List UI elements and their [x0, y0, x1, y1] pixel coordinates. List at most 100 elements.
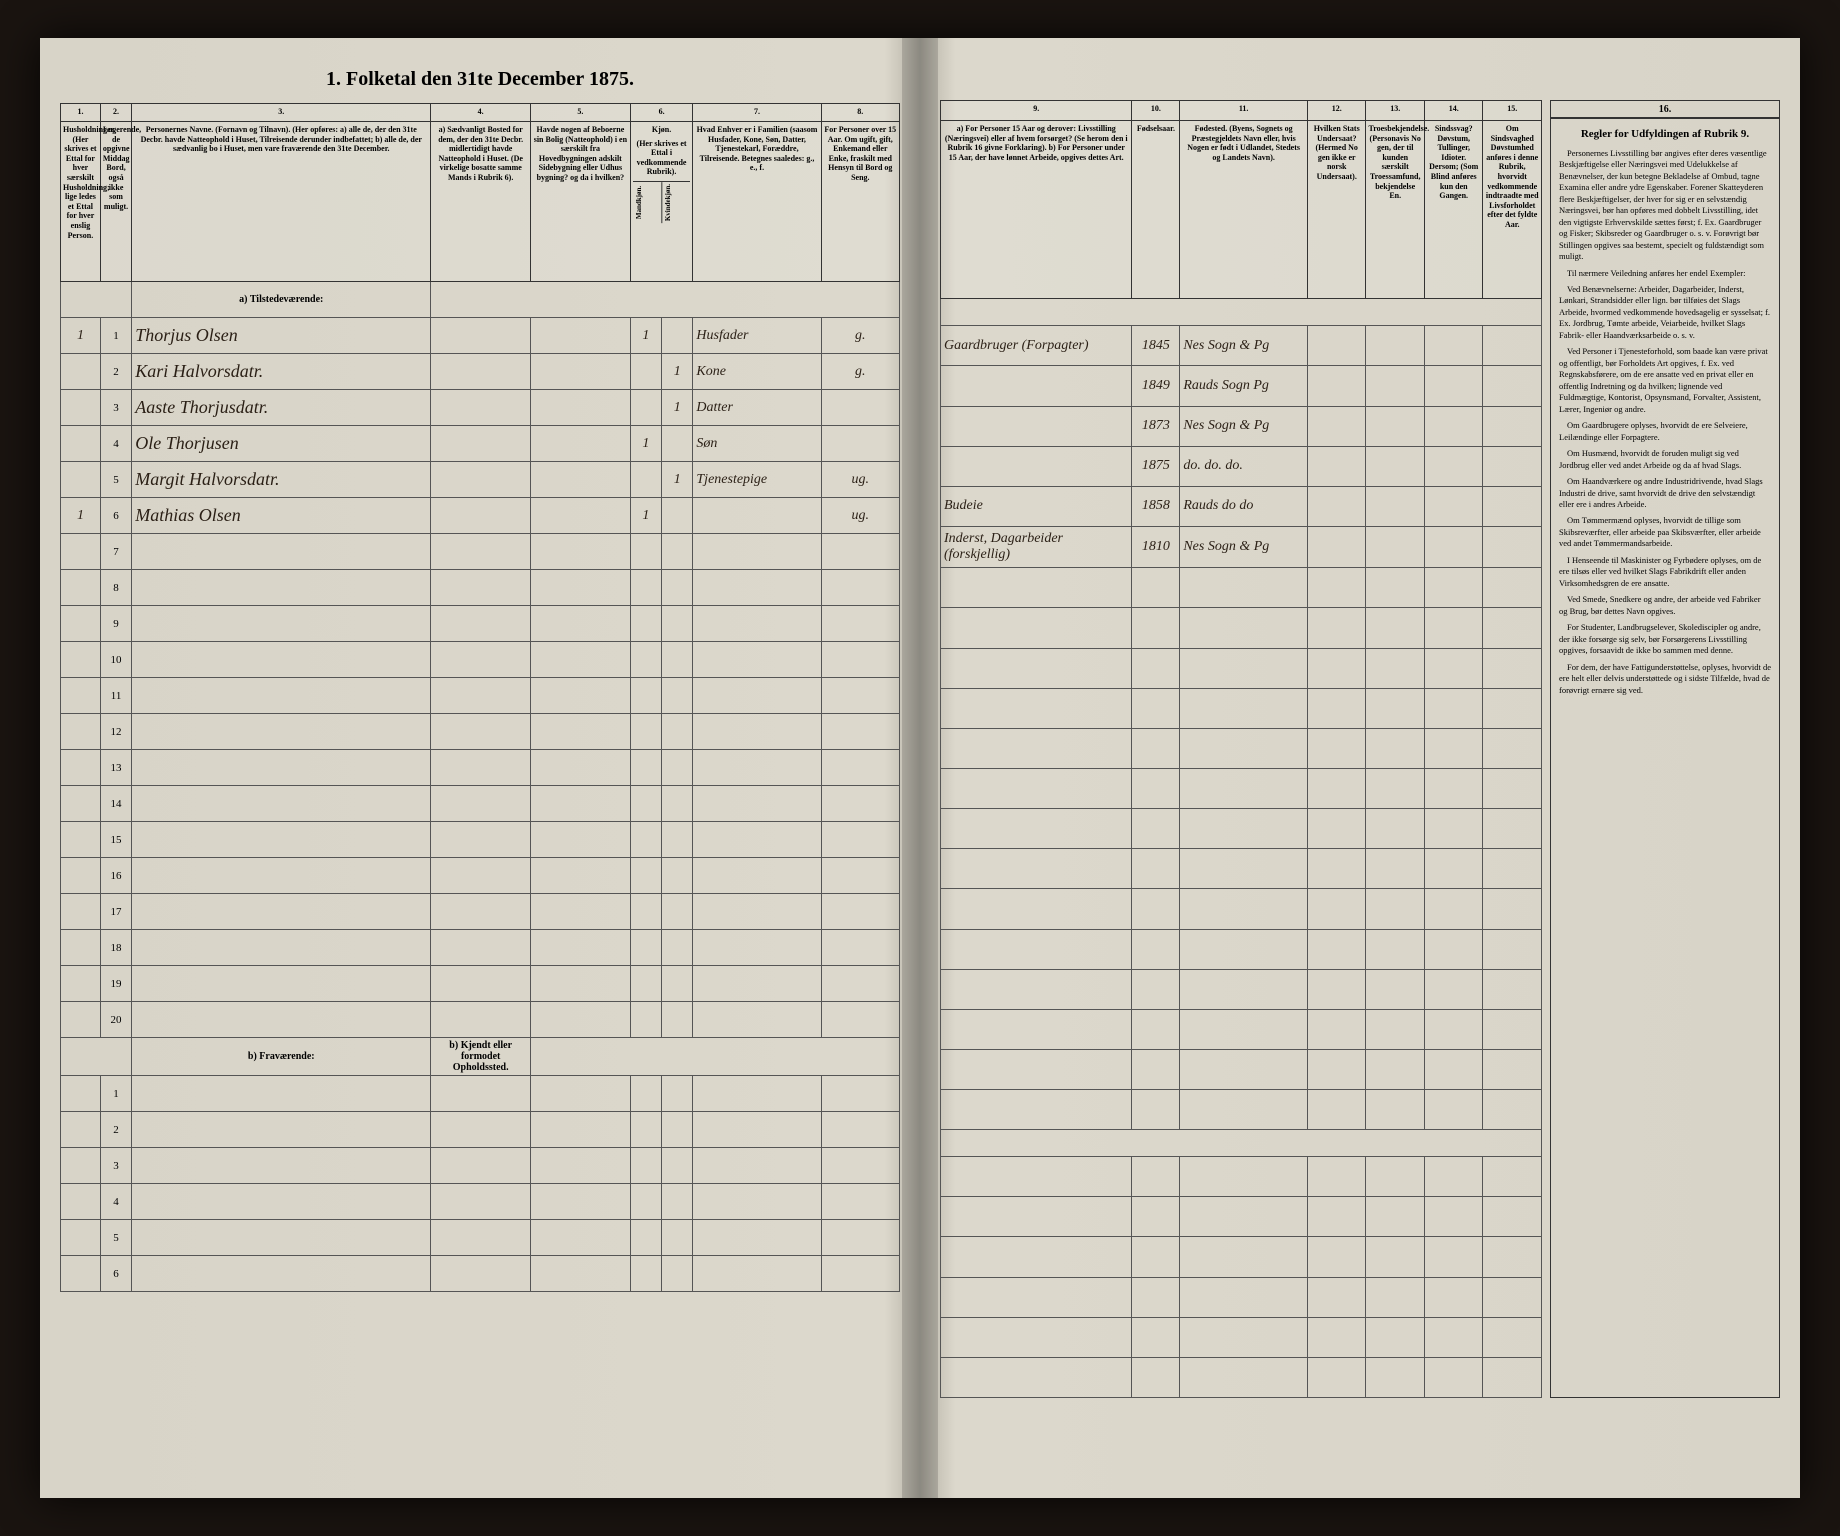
role-cell: Kone: [693, 354, 821, 390]
entry-row: 1849 Rauds Sogn Pg: [941, 366, 1542, 406]
rules-panel: Regler for Udfyldingen af Rubrik 9. Pers…: [1550, 118, 1780, 1398]
sex-m-cell: [630, 354, 661, 390]
header-13: Troesbekjendelse. (Personavis No gen, de…: [1366, 121, 1425, 299]
header-3: Personernes Navne. (Fornavn og Tilnavn).…: [132, 122, 431, 282]
entry-row: 3 Aaste Thorjusdatr. 1 Datter: [61, 390, 900, 426]
colnum-13: 13.: [1366, 101, 1425, 121]
rules-paragraph: Til nærmere Veiledning anføres her endel…: [1559, 268, 1771, 279]
colnum-14: 14.: [1424, 101, 1483, 121]
rules-paragraph: Om Haandværkere og andre Industridrivend…: [1559, 476, 1771, 510]
birthplace-cell: Nes Sogn & Pg: [1180, 326, 1308, 366]
birthplace-cell: Rauds Sogn Pg: [1180, 366, 1308, 406]
blank-row: 10: [61, 642, 900, 678]
entry-row: 2 Kari Halvorsdatr. 1 Kone g.: [61, 354, 900, 390]
blank-row: [941, 1090, 1542, 1130]
left-page: 1. Folketal den 31te December 1875. 1. 2…: [40, 38, 920, 1498]
birthplace-cell: Nes Sogn & Pg: [1180, 406, 1308, 446]
colnum-7: 7.: [693, 104, 821, 122]
colnum-8: 8.: [821, 104, 899, 122]
blank-row: [941, 969, 1542, 1009]
colnum-6: 6.: [630, 104, 693, 122]
col5-cell: [531, 498, 631, 534]
occupation-cell: [941, 446, 1132, 486]
entry-row: Inderst, Dagarbeider (forskjellig) 1810 …: [941, 526, 1542, 567]
header-4: a) Sædvanligt Bosted for dem, der den 31…: [431, 122, 531, 282]
sex-f-cell: 1: [662, 390, 693, 426]
col4-cell: [431, 426, 531, 462]
blank-row: 17: [61, 894, 900, 930]
blank-row: [941, 648, 1542, 688]
header-8: For Personer over 15 Aar. Om ugift, gift…: [821, 122, 899, 282]
colnum-10: 10.: [1132, 101, 1180, 121]
entry-row: Gaardbruger (Forpagter) 1845 Nes Sogn & …: [941, 326, 1542, 366]
rules-column: 16. Regler for Udfyldingen af Rubrik 9. …: [1550, 100, 1780, 1398]
header-9: a) For Personer 15 Aar og derover: Livss…: [941, 121, 1132, 299]
hh-cell: 1: [61, 318, 101, 354]
entry-row: Budeie 1858 Rauds do do: [941, 486, 1542, 526]
year-cell: 1873: [1132, 406, 1180, 446]
marital-cell: g.: [821, 354, 899, 390]
header-12: Hvilken Stats Undersaat? (Hermed No gen …: [1307, 121, 1366, 299]
sex-m-cell: 1: [630, 318, 661, 354]
blank-row: [941, 1277, 1542, 1317]
occupation-cell: Gaardbruger (Forpagter): [941, 326, 1132, 366]
entry-row: 5 Margit Halvorsdatr. 1 Tjenestepige ug.: [61, 462, 900, 498]
name-cell: Ole Thorjusen: [132, 426, 431, 462]
entry-row: 4 Ole Thorjusen 1 Søn: [61, 426, 900, 462]
blank-row: [941, 1009, 1542, 1049]
blank-row: 15: [61, 822, 900, 858]
rules-paragraph: Om Gaardbrugere oplyses, hvorvidt de ere…: [1559, 420, 1771, 443]
blank-row: 7: [61, 534, 900, 570]
entry-row: 1 1 Thorjus Olsen 1 Husfader g.: [61, 318, 900, 354]
blank-row: 5: [61, 1220, 900, 1256]
col5-cell: [531, 318, 631, 354]
hh-cell: [61, 462, 101, 498]
hh-cell: 1: [61, 498, 101, 534]
role-cell: Tjenestepige: [693, 462, 821, 498]
blank-row: [941, 728, 1542, 768]
sex-f-cell: [662, 426, 693, 462]
blank-row: [941, 1317, 1542, 1357]
sex-m-cell: 1: [630, 498, 661, 534]
section-b-col4: b) Kjendt eller formodet Opholdssted.: [431, 1038, 531, 1076]
blank-row: [941, 849, 1542, 889]
role-cell: Søn: [693, 426, 821, 462]
page-title: 1. Folketal den 31te December 1875.: [60, 68, 900, 91]
entry-row: 1875 do. do. do.: [941, 446, 1542, 486]
blank-row: [941, 1197, 1542, 1237]
rownum-cell: 5: [100, 462, 131, 498]
name-cell: Mathias Olsen: [132, 498, 431, 534]
colnum-9: 9.: [941, 101, 1132, 121]
blank-row: [941, 1357, 1542, 1397]
colnum-4: 4.: [431, 104, 531, 122]
occupation-cell: [941, 406, 1132, 446]
blank-row: 2: [61, 1112, 900, 1148]
hh-cell: [61, 354, 101, 390]
entry-row: 1 6 Mathias Olsen 1 ug.: [61, 498, 900, 534]
sex-m-cell: 1: [630, 426, 661, 462]
header-5: Havde nogen af Beboerne sin Bolig (Natte…: [531, 122, 631, 282]
sex-m-cell: [630, 462, 661, 498]
rownum-cell: 2: [100, 354, 131, 390]
blank-row: [941, 1237, 1542, 1277]
rownum-cell: 6: [100, 498, 131, 534]
colnum-5: 5.: [531, 104, 631, 122]
rownum-cell: 3: [100, 390, 131, 426]
rules-paragraph: Ved Smede, Snedkere og andre, der arbeid…: [1559, 594, 1771, 617]
sex-f-cell: [662, 318, 693, 354]
blank-row: [941, 1157, 1542, 1197]
name-cell: Kari Halvorsdatr.: [132, 354, 431, 390]
header-10: Fødselsaar.: [1132, 121, 1180, 299]
sex-f-cell: 1: [662, 462, 693, 498]
blank-row: [941, 608, 1542, 648]
marital-cell: ug.: [821, 498, 899, 534]
blank-row: [941, 1049, 1542, 1089]
rules-paragraph: Om Husmænd, hvorvidt de foruden muligt s…: [1559, 448, 1771, 471]
colnum-11: 11.: [1180, 101, 1308, 121]
blank-row: 20: [61, 1002, 900, 1038]
blank-row: 4: [61, 1184, 900, 1220]
rownum-cell: 4: [100, 426, 131, 462]
blank-row: 19: [61, 966, 900, 1002]
birthplace-cell: Nes Sogn & Pg: [1180, 526, 1308, 567]
hh-cell: [61, 390, 101, 426]
